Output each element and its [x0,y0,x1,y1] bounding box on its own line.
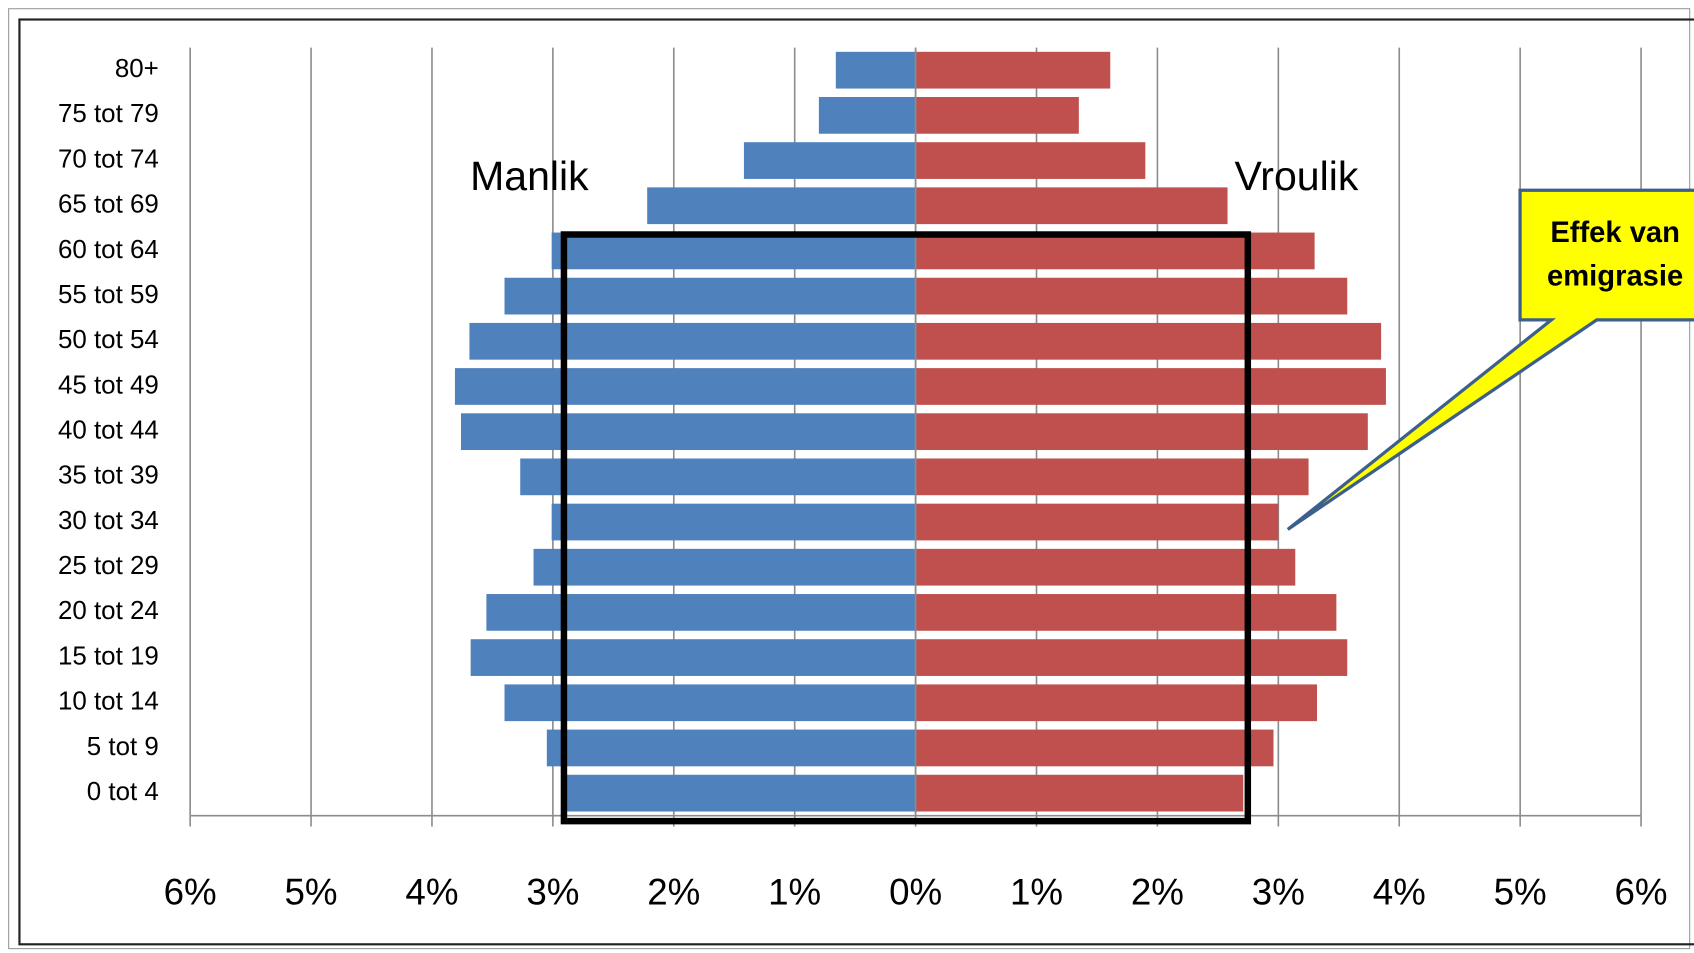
x-tick-label: 1% [1010,871,1063,912]
bar [460,413,916,451]
bar [469,322,916,360]
x-tick-label: 5% [285,871,338,912]
x-tick-label: 3% [1252,871,1305,912]
outer-frame [8,8,1691,950]
bar [915,142,1146,179]
bar [915,684,1318,722]
y-tick-label: 75 tot 79 [58,100,159,128]
bar [915,458,1309,496]
x-tick-label: 0% [889,871,942,912]
y-tick-label: 10 tot 14 [58,688,159,716]
bar [915,774,1244,812]
x-tick-label: 3% [526,871,579,912]
bar [915,503,1279,541]
y-tick-label: 50 tot 54 [58,326,159,354]
y-tick-label: 25 tot 29 [58,552,159,580]
bar [818,97,916,134]
y-tick-label: 65 tot 69 [58,191,159,219]
y-tick-label: 40 tot 44 [58,417,159,445]
x-tick-label: 4% [1373,871,1426,912]
y-tick-label: 80+ [115,55,159,83]
bar [647,187,916,225]
x-tick-label: 1% [768,871,821,912]
bar [915,232,1315,270]
bar [533,548,916,586]
bar [915,729,1274,767]
y-tick-label: 15 tot 19 [58,642,159,670]
callout-text: emigrasie [1547,260,1683,292]
bar [564,774,916,812]
y-tick-label: 5 tot 9 [87,733,159,761]
x-tick-label: 4% [405,871,458,912]
bar [504,277,916,315]
legend-label: Manlik [470,153,589,199]
bar [551,503,916,541]
y-tick-label: 60 tot 64 [58,236,159,264]
bar [546,729,916,767]
x-tick-label: 5% [1494,871,1547,912]
bar [551,232,916,270]
y-tick-label: 35 tot 39 [58,462,159,490]
bar [454,368,916,405]
x-tick-label: 6% [164,871,217,912]
y-tick-label: 20 tot 24 [58,597,159,625]
x-tick-label: 2% [1131,871,1184,912]
y-tick-label: 45 tot 49 [58,371,159,399]
bar [915,187,1228,225]
labels: 6% 5% 4% 3% 2% 1% 0% 1% 2% 3% 4% 5% 6% 80+ 75 tot 79 70… [58,55,1668,912]
y-tick-label: 0 tot 4 [87,778,159,806]
bar [915,277,1348,315]
callout-box [1286,188,1694,531]
bar [486,594,916,631]
legend-label: Vroulik [1234,153,1358,199]
x-tick-label: 6% [1615,871,1668,912]
x-tick-label: 2% [647,871,700,912]
bar [520,458,916,496]
bar [915,639,1348,676]
y-tick-label: 55 tot 59 [58,281,159,309]
chart-frame [18,18,1694,946]
bar [915,322,1382,360]
bar [470,639,916,676]
bar [915,548,1296,586]
y-tick-label: 30 tot 34 [58,507,159,535]
bar [915,413,1368,451]
bar [915,368,1386,405]
bar [835,51,916,89]
bar [915,51,1111,89]
bar [915,97,1079,134]
bar [915,594,1337,631]
bar [743,142,916,179]
callout-text: Effek van [1550,217,1680,249]
bar [504,684,916,722]
y-tick-label: 70 tot 74 [58,145,159,173]
highlight-box [560,231,1252,825]
